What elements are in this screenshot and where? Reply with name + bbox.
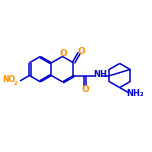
Text: 2: 2 bbox=[14, 81, 18, 86]
Text: NO: NO bbox=[2, 75, 15, 85]
Text: O: O bbox=[81, 85, 89, 94]
Text: NH₂: NH₂ bbox=[126, 89, 144, 98]
Text: O: O bbox=[77, 47, 85, 56]
Text: O: O bbox=[60, 50, 67, 59]
Text: NH: NH bbox=[93, 70, 107, 79]
